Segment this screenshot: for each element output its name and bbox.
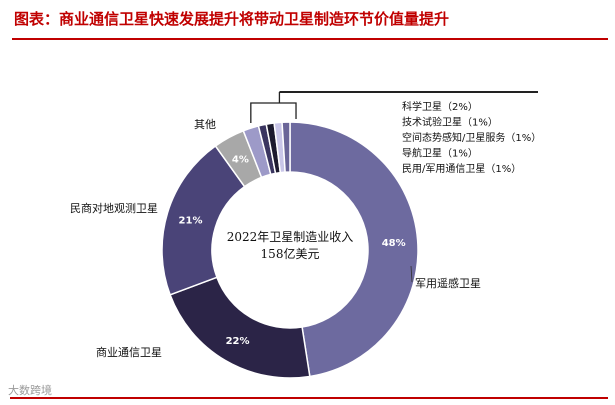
chart-callouts [250,91,538,283]
page-title: 图表：商业通信卫星快速发展提升将带动卫星制造环节价值量提升 [14,10,450,28]
slice-民用军用通信卫星1 [281,121,291,173]
slice-name-label: 民商对地观测卫星 [70,201,158,215]
slice-军用遥感卫星 [289,121,419,378]
slice-name-label: 其他 [194,118,216,131]
slice-percent-label: 4% [232,155,249,166]
small-slice-legend-item: 导航卫星（1%） [402,147,478,160]
watermark-text: 大数跨境 [8,384,52,397]
chart-slices [161,121,419,379]
bottom-divider [10,397,608,399]
title-divider [12,38,608,40]
slice-percent-label: 21% [179,216,203,227]
slice-商业通信卫星 [169,276,311,379]
leader-line [410,265,413,283]
small-slice-legend-item: 空间态势感知/卫星服务（1%） [402,131,541,144]
slice-percent-label: 48% [382,238,406,249]
center-text-line-1: 2022年卫星制造业收入 [227,230,354,244]
small-slice-legend-item: 科学卫星（2%） [402,100,478,113]
slice-percent-label: 22% [226,336,250,347]
small-slice-legend-item: 技术试验卫星（1%） [402,116,498,129]
slice-name-label: 商业通信卫星 [96,345,162,359]
slice-name-label: 军用遥感卫星 [415,277,481,290]
bracket-line [250,102,297,123]
small-slice-legend-item: 民用/军用通信卫星（1%） [402,163,521,175]
center-text-line-2: 158亿美元 [261,246,320,261]
